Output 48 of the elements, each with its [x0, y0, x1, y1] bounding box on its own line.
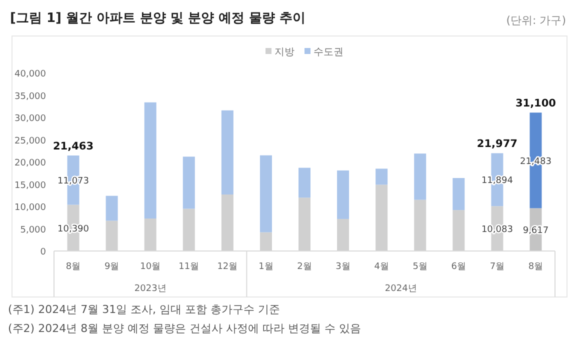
text: (단위: 가구)	[506, 14, 566, 27]
total-label: 21,977	[476, 138, 518, 150]
x-tick-label: 6월	[451, 262, 466, 272]
total-label: 21,463	[53, 140, 94, 152]
x-tick-label: 4월	[374, 262, 389, 272]
data-label: 9,617	[522, 226, 549, 236]
y-tick-label: 15,000	[14, 180, 46, 191]
data-label: 11,894	[481, 176, 514, 186]
data-label: 10,390	[58, 224, 90, 234]
data-label: 10,083	[481, 225, 513, 236]
y-tick-label: 0	[40, 248, 46, 258]
y-tick-label: 5,000	[20, 225, 46, 236]
bar	[298, 168, 310, 198]
x-tick-label: 1월	[258, 262, 274, 272]
x-tick-label: 9월	[104, 262, 120, 272]
x-tick-label: 8월	[66, 262, 81, 272]
bar	[106, 196, 118, 221]
bar	[376, 168, 388, 185]
y-tick-label: 40,000	[14, 70, 46, 80]
bar	[144, 102, 156, 219]
y-tick-label: 10,000	[14, 203, 46, 213]
chart-title: [그림 1] 월간 아파트 분양 및 분양 예정 물량 추이	[10, 11, 306, 26]
text: 2023년	[134, 284, 166, 294]
bar	[182, 156, 195, 209]
y-tick-label: 25,000	[14, 136, 46, 146]
text: (주2) 2024년 8월 분양 예정 물량은 건설사 사정에 따라 변경될 수 있음	[8, 322, 362, 335]
bar	[221, 110, 234, 194]
data-label: 11,073	[58, 176, 90, 187]
x-tick-label: 11월	[178, 262, 200, 272]
x-tick-label: 7월	[490, 262, 505, 272]
x-tick-label: 12월	[217, 262, 238, 272]
x-tick-label: 10월	[140, 262, 161, 272]
y-tick-label: 35,000	[14, 92, 46, 102]
y-tick-label: 30,000	[14, 114, 46, 124]
x-tick-label: 5월	[412, 262, 428, 272]
y-tick-label: 20,000	[14, 158, 46, 168]
legend-label: 수도권	[314, 47, 344, 58]
x-tick-label: 8월	[528, 262, 544, 272]
text: 2024년	[384, 284, 417, 294]
legend-label: 지방	[274, 47, 294, 58]
x-tick-label: 3월	[336, 262, 350, 272]
text: (주1) 2024년 7월 31일 조사, 임대 포함 총가구수 기준	[8, 303, 280, 316]
bar	[337, 170, 350, 219]
x-tick-label: 2월	[297, 262, 312, 272]
bar	[452, 178, 465, 210]
bar	[260, 155, 272, 232]
bar	[414, 154, 426, 200]
total-label: 31,100	[515, 98, 556, 110]
